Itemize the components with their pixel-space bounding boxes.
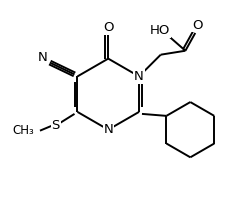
Text: S: S [51, 119, 60, 132]
Text: HO: HO [149, 25, 169, 38]
Text: N: N [103, 123, 113, 136]
Text: N: N [134, 70, 143, 83]
Text: N: N [38, 51, 48, 64]
Text: CH₃: CH₃ [12, 124, 34, 137]
Text: O: O [191, 19, 202, 32]
Text: O: O [103, 21, 113, 33]
